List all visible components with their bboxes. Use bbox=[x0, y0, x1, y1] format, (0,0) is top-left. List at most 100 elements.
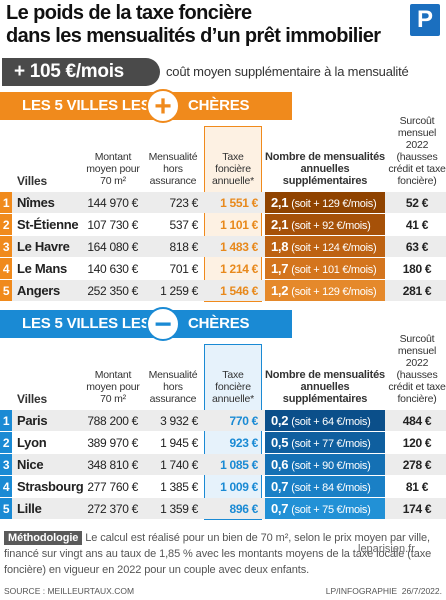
column-header: Montant moyen pour 70 m² bbox=[86, 151, 140, 187]
extra-detail: (soit + 77 €/mois) bbox=[291, 438, 371, 450]
property-tax: 1 214 € bbox=[220, 262, 258, 276]
title: Le poids de la taxe foncière dans les me… bbox=[6, 2, 381, 48]
watermark: leparisien.fr bbox=[358, 543, 415, 555]
column-header: Mensualité hors assurance bbox=[148, 151, 198, 187]
extra-count: 1,2 bbox=[271, 283, 289, 298]
title-line: dans les mensualités d’un prêt immobilie… bbox=[6, 25, 381, 47]
surcharge: 180 € bbox=[402, 262, 432, 276]
extra-count: 2,1 bbox=[271, 195, 289, 210]
monthly-payment: 1 259 € bbox=[160, 284, 198, 298]
extra-payments: 1,7 (soit + 101 €/mois) bbox=[265, 258, 385, 279]
section-heading: LES 5 VILLES LES bbox=[22, 315, 151, 332]
column-header: Nombre de mensualités annuelles suppléme… bbox=[265, 369, 385, 405]
column-header: Villes bbox=[17, 392, 47, 406]
extra-payments: 2,1 (soit + 92 €/mois) bbox=[265, 214, 385, 235]
extra-detail: (soit + 64 €/mois) bbox=[291, 416, 371, 428]
logo: P bbox=[410, 4, 440, 36]
extra-count: 2,1 bbox=[271, 217, 289, 232]
city: Le Mans bbox=[17, 261, 67, 276]
city: Lyon bbox=[17, 435, 47, 450]
surcharge: 120 € bbox=[402, 436, 432, 450]
surcharge: 81 € bbox=[405, 480, 429, 494]
extra-payments: 0,2 (soit + 64 €/mois) bbox=[265, 410, 385, 431]
tax-column-bg bbox=[204, 126, 262, 302]
section-heading: CHÈRES bbox=[188, 315, 250, 332]
city: Lille bbox=[17, 501, 42, 516]
column-header: Montant moyen pour 70 m² bbox=[86, 369, 140, 405]
property-tax: 770 € bbox=[229, 414, 258, 428]
rank: 3 bbox=[0, 236, 12, 257]
extra-payments: 0,7 (soit + 84 €/mois) bbox=[265, 476, 385, 497]
column-header: Taxe foncière annuelle* bbox=[212, 151, 254, 187]
city: Le Havre bbox=[17, 239, 70, 254]
extra-payments: 0,7 (soit + 75 €/mois) bbox=[265, 498, 385, 519]
extra-count: 0,7 bbox=[271, 479, 289, 494]
credit: LP/INFOGRAPHIE 26/7/2022. bbox=[325, 586, 442, 596]
monthly-payment: 1 385 € bbox=[160, 480, 198, 494]
city: Strasbourg bbox=[17, 479, 84, 494]
extra-payments: 1,2 (soit + 129 €/mois) bbox=[265, 280, 385, 301]
property-tax: 896 € bbox=[229, 502, 258, 516]
rank: 4 bbox=[0, 476, 12, 497]
extra-detail: (soit + 101 €/mois) bbox=[291, 264, 377, 276]
title-line: Le poids de la taxe foncière bbox=[6, 2, 252, 24]
monthly-payment: 1 359 € bbox=[160, 502, 198, 516]
extra-detail: (soit + 129 €/mois) bbox=[291, 198, 377, 210]
extra-payments: 0,6 (soit + 90 €/mois) bbox=[265, 454, 385, 475]
amount: 277 760 € bbox=[87, 480, 138, 494]
property-tax: 1 101 € bbox=[220, 218, 258, 232]
surcharge: 278 € bbox=[402, 458, 432, 472]
amount: 107 730 € bbox=[87, 218, 138, 232]
city: Paris bbox=[17, 413, 48, 428]
surcharge: 281 € bbox=[402, 284, 432, 298]
extra-count: 1,8 bbox=[271, 239, 289, 254]
source: SOURCE : MEILLEURTAUX.COM bbox=[4, 586, 135, 596]
monthly-payment: 537 € bbox=[169, 218, 198, 232]
amount: 389 970 € bbox=[87, 436, 138, 450]
property-tax: 1 085 € bbox=[220, 458, 258, 472]
extra-detail: (soit + 75 €/mois) bbox=[291, 504, 371, 516]
column-header: Mensualité hors assurance bbox=[148, 369, 198, 405]
extra-count: 0,7 bbox=[271, 501, 289, 516]
amount: 164 080 € bbox=[87, 240, 138, 254]
methodology-label: Méthodologie bbox=[4, 531, 83, 545]
extra-count: 0,2 bbox=[271, 413, 289, 428]
amount: 348 810 € bbox=[87, 458, 138, 472]
rank: 3 bbox=[0, 454, 12, 475]
amount: 252 350 € bbox=[87, 284, 138, 298]
column-header: Nombre de mensualités annuelles suppléme… bbox=[265, 151, 385, 187]
section-heading: LES 5 VILLES LES bbox=[22, 97, 151, 114]
column-header: Villes bbox=[17, 174, 47, 188]
amount: 144 970 € bbox=[87, 196, 138, 210]
property-tax: 1 483 € bbox=[220, 240, 258, 254]
extra-detail: (soit + 92 €/mois) bbox=[291, 220, 371, 232]
property-tax: 1 551 € bbox=[220, 196, 258, 210]
methodology-text: Le calcul est réalisé pour un bien de 70… bbox=[4, 532, 432, 576]
amount: 788 200 € bbox=[87, 414, 138, 428]
rank: 5 bbox=[0, 280, 12, 301]
section-symbol: + bbox=[146, 89, 180, 123]
rank: 2 bbox=[0, 432, 12, 453]
city: Angers bbox=[17, 283, 60, 298]
monthly-payment: 701 € bbox=[169, 262, 198, 276]
city: St-Étienne bbox=[17, 217, 79, 232]
tax-column-bg bbox=[204, 344, 262, 520]
rank: 4 bbox=[0, 258, 12, 279]
column-header: Surcoût mensuel 2022 (hausses crédit et … bbox=[388, 115, 446, 187]
city: Nice bbox=[17, 457, 44, 472]
section-heading: CHÈRES bbox=[188, 97, 250, 114]
surcharge: 174 € bbox=[402, 502, 432, 516]
surcharge: 52 € bbox=[405, 196, 429, 210]
property-tax: 1 009 € bbox=[220, 480, 258, 494]
surcharge: 484 € bbox=[402, 414, 432, 428]
rank: 1 bbox=[0, 410, 12, 431]
rank: 5 bbox=[0, 498, 12, 519]
amount: 140 630 € bbox=[87, 262, 138, 276]
monthly-payment: 3 932 € bbox=[160, 414, 198, 428]
amount: 272 370 € bbox=[87, 502, 138, 516]
column-header: Taxe foncière annuelle* bbox=[212, 369, 254, 405]
property-tax: 1 546 € bbox=[220, 284, 258, 298]
city: Nîmes bbox=[17, 195, 55, 210]
extra-detail: (soit + 124 €/mois) bbox=[291, 242, 377, 254]
